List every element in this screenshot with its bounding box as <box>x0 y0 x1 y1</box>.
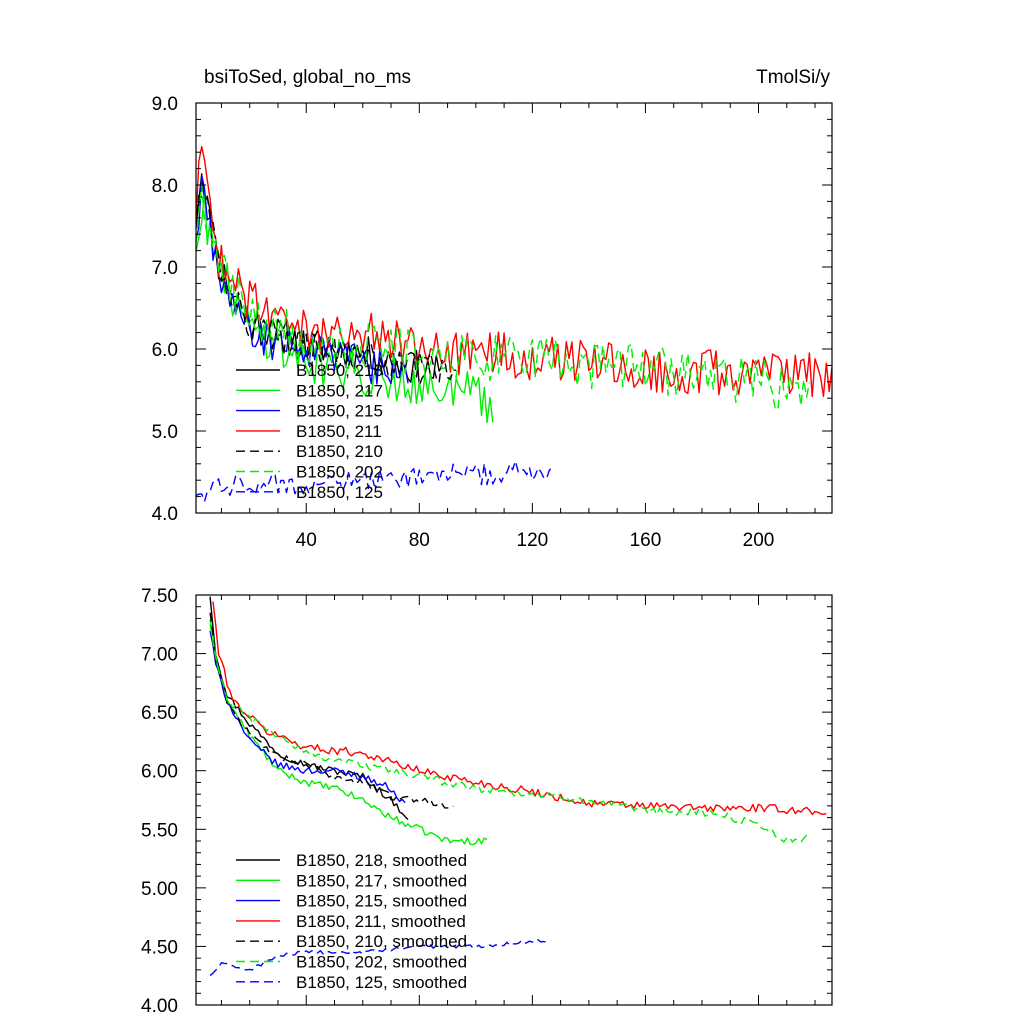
y-tick-label: 5.00 <box>141 879 178 900</box>
y-tick-label: 6.0 <box>152 340 178 361</box>
plot-frame <box>195 594 833 1006</box>
y-tick-label: 6.00 <box>141 762 178 783</box>
series-line-6 <box>209 623 810 843</box>
series-line-7 <box>209 939 547 976</box>
legend-label: B1850, 217, smoothed <box>296 871 467 890</box>
series-line-2 <box>209 619 488 846</box>
series-line-5 <box>196 194 457 384</box>
legend-label: B1850, 202 <box>296 463 383 482</box>
series-line-4 <box>212 601 827 816</box>
y-tick-label: 4.0 <box>152 504 178 525</box>
x-tick-label: 160 <box>630 530 662 551</box>
x-tick-label: 80 <box>409 530 430 551</box>
x-tick-label: 120 <box>517 530 549 551</box>
y-tick-label: 4.00 <box>141 996 178 1017</box>
y-tick-label: 9.0 <box>152 94 178 115</box>
legend-label: B1850, 211 <box>296 422 382 441</box>
series-line-3 <box>196 174 409 385</box>
legend-label: B1850, 215 <box>296 402 383 421</box>
chart-title-right: TmolSi/y <box>756 67 830 88</box>
series-line-7 <box>196 460 553 503</box>
legend-label: B1850, 211, smoothed <box>296 912 466 931</box>
y-tick-label: 8.0 <box>152 176 178 197</box>
legend-label: B1850, 125 <box>296 483 383 502</box>
y-tick-label: 6.50 <box>141 703 178 724</box>
legend-label: B1850, 202, smoothed <box>296 953 467 972</box>
y-tick-label: 5.0 <box>152 422 178 443</box>
legend-label: B1850, 215, smoothed <box>296 892 467 911</box>
y-tick-label: 7.00 <box>141 645 178 666</box>
y-tick-label: 5.50 <box>141 820 178 841</box>
legend-label: B1850, 217 <box>296 381 383 400</box>
x-tick-label: 200 <box>743 530 775 551</box>
y-tick-label: 7.0 <box>152 258 178 279</box>
panel-1: 40 80 120 160 200 4.0 5.0 6.0 7.0 8.0 9.0 bsiToSed,… <box>152 67 833 551</box>
series-group <box>209 596 827 976</box>
legend-label: B1850, 218 <box>296 361 383 380</box>
panel-2: 4.00 4.50 5.00 5.50 6.00 6.50 7.00 7.50 B1850, 2… <box>141 586 833 1017</box>
legend-label: B1850, 210, smoothed <box>296 932 467 951</box>
legend-label: B1850, 218, smoothed <box>296 851 467 870</box>
y-tick-label: 7.50 <box>141 586 178 607</box>
y-tick-label: 4.50 <box>141 937 178 958</box>
plot-frame <box>195 102 833 514</box>
series-line-6 <box>196 184 811 412</box>
legend-label: B1850, 210 <box>296 442 383 461</box>
chart-title-left: bsiToSed, global_no_ms <box>204 67 411 88</box>
series-line-5 <box>209 612 454 809</box>
series-group <box>196 146 832 503</box>
series-line-3 <box>209 630 406 804</box>
x-tick-label: 40 <box>296 530 317 551</box>
series-line-4 <box>196 146 832 398</box>
legend-label: B1850, 125, smoothed <box>296 973 467 992</box>
